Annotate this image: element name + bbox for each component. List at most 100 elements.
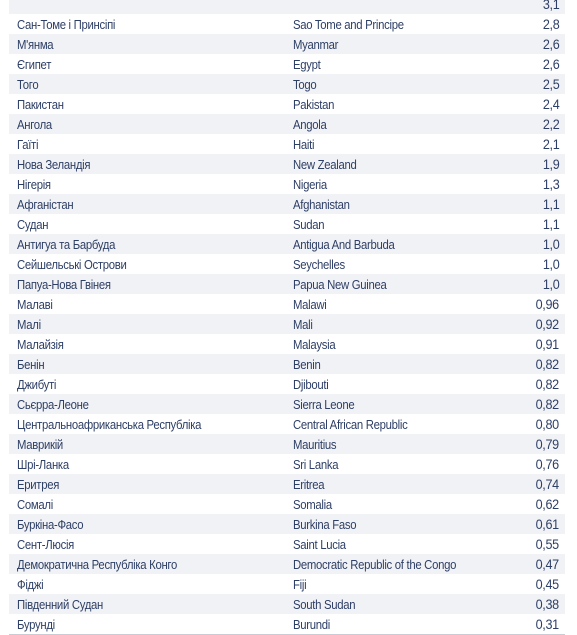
ukrainian-name-cell: Джибуті — [17, 376, 57, 392]
english-name-cell: Nigeria — [293, 176, 327, 192]
ukrainian-name-cell: Південний Судан — [17, 596, 103, 612]
value-cell: 0,45 — [535, 576, 560, 592]
table-row: Сан-Томе і Принсіпі Sao Tome and Principe… — [9, 14, 565, 34]
english-name-cell: Sierra Leone — [293, 396, 355, 412]
value-cell: 1,3 — [542, 176, 559, 192]
english-name-cell: Benin — [293, 356, 321, 372]
ukrainian-name-cell: Малайзія — [17, 336, 64, 352]
english-name-cell: Seychelles — [293, 256, 345, 272]
table-row: Нігерія Nigeria 1,3 — [9, 174, 565, 194]
value-cell: 1,1 — [542, 216, 559, 232]
english-name-cell: Afghanistan — [293, 196, 350, 212]
ukrainian-name-cell: Малі — [17, 316, 41, 332]
ukrainian-name-cell: Буркіна-Фасо — [17, 516, 84, 532]
value-cell: 0,31 — [535, 616, 560, 632]
english-name-cell: Burundi — [293, 616, 330, 632]
ukrainian-name-cell: Антигуа та Барбуда — [17, 236, 116, 252]
ukrainian-name-cell: Демократична Республіка Конго — [17, 556, 178, 572]
english-name-cell: Haiti — [293, 136, 315, 152]
english-name-cell: Mali — [293, 316, 313, 332]
table-row: 3,1 — [9, 0, 565, 14]
value-cell: 0,96 — [535, 296, 560, 312]
english-name-cell: Mauritius — [293, 436, 337, 452]
english-name-cell: Central African Republic — [293, 416, 408, 432]
table-row: Судан Sudan 1,1 — [9, 214, 565, 234]
english-name-cell: Sri Lanka — [293, 456, 339, 472]
value-cell: 0,82 — [535, 396, 560, 412]
english-name-cell: Sao Tome and Principe — [293, 16, 404, 32]
value-cell: 2,2 — [542, 116, 559, 132]
table-row: Бурунді Burundi 0,31 — [9, 614, 565, 634]
ukrainian-name-cell: Сейшельські Острови — [17, 256, 127, 272]
english-name-cell: Democratic Republic of the Congo — [293, 556, 457, 572]
table-row: Бенін Benin 0,82 — [9, 354, 565, 374]
value-cell: 2,1 — [542, 136, 559, 152]
value-cell: 0,80 — [535, 416, 560, 432]
table-row: Джибуті Djibouti 0,82 — [9, 374, 565, 394]
english-name-cell: Angola — [293, 116, 327, 132]
table-row: Шрі-Ланка Sri Lanka 0,76 — [9, 454, 565, 474]
english-name-cell: Malawi — [293, 296, 327, 312]
table-row: Сент-Люсія Saint Lucia 0,55 — [9, 534, 565, 554]
value-cell: 1,1 — [542, 196, 559, 212]
ukrainian-name-cell: Сент-Люсія — [17, 536, 75, 552]
table-row: Афганістан Afghanistan 1,1 — [9, 194, 565, 214]
english-name-cell: South Sudan — [293, 596, 356, 612]
table-row: Малаві Malawi 0,96 — [9, 294, 565, 314]
table-row: Малі Mali 0,92 — [9, 314, 565, 334]
english-name-cell: Fiji — [293, 576, 307, 592]
ukrainian-name-cell: Єгипет — [17, 56, 52, 72]
table-row: Єгипет Egypt 2,6 — [9, 54, 565, 74]
value-cell: 1,0 — [542, 236, 559, 252]
english-name-cell: Egypt — [293, 56, 321, 72]
english-name-cell: Antigua And Barbuda — [293, 236, 395, 252]
table-row: Маврикій Mauritius 0,79 — [9, 434, 565, 454]
english-name-cell: Djibouti — [293, 376, 329, 392]
english-name-cell: Papua New Guinea — [293, 276, 387, 292]
value-cell: 1,0 — [542, 256, 559, 272]
table-row: Сьєрра-Леоне Sierra Leone 0,82 — [9, 394, 565, 414]
english-name-cell: New Zealand — [293, 156, 357, 172]
english-name-cell: Eritrea — [293, 476, 325, 492]
ukrainian-name-cell: Ангола — [17, 116, 52, 132]
value-cell: 2,4 — [542, 96, 559, 112]
value-cell: 0,62 — [535, 496, 560, 512]
ukrainian-name-cell: Сьєрра-Леоне — [17, 396, 89, 412]
ukrainian-name-cell: Еритрея — [17, 476, 60, 492]
ukrainian-name-cell: Малаві — [17, 296, 53, 312]
value-cell: 0,76 — [535, 456, 560, 472]
ukrainian-name-cell: Нігерія — [17, 176, 51, 192]
value-cell: 0,92 — [535, 316, 560, 332]
value-cell: 1,9 — [542, 156, 559, 172]
table-row: Південний Судан South Sudan 0,38 — [9, 594, 565, 614]
ukrainian-name-cell: Папуа-Нова Гвінея — [17, 276, 111, 292]
value-cell: 2,6 — [542, 36, 559, 52]
english-name-cell: Pakistan — [293, 96, 335, 112]
ukrainian-name-cell: Судан — [17, 216, 49, 232]
ukrainian-name-cell: Маврикій — [17, 436, 63, 452]
value-cell: 0,61 — [535, 516, 560, 532]
english-name-cell: Togo — [293, 76, 317, 92]
ukrainian-name-cell: Нова Зеландія — [17, 156, 91, 172]
table-row: Пакистан Pakistan 2,4 — [9, 94, 565, 114]
value-cell: 0,38 — [535, 596, 560, 612]
ukrainian-name-cell: Фіджі — [17, 576, 44, 592]
table-row: Того Togo 2,5 — [9, 74, 565, 94]
english-name-cell: Myanmar — [293, 36, 339, 52]
ukrainian-name-cell: Того — [17, 76, 39, 92]
table-row: Малайзія Malaysia 0,91 — [9, 334, 565, 354]
table-row: Фіджі Fiji 0,45 — [9, 574, 565, 594]
table-row: Демократична Республіка Конго Democratic … — [9, 554, 565, 574]
value-cell: 2,6 — [542, 56, 559, 72]
table-row: М'янма Myanmar 2,6 — [9, 34, 565, 54]
table-row: Сомалі Somalia 0,62 — [9, 494, 565, 514]
value-cell: 3,1 — [542, 0, 559, 12]
value-cell: 0,82 — [535, 376, 560, 392]
table-row: Буркіна-Фасо Burkina Faso 0,61 — [9, 514, 565, 534]
english-name-cell: Saint Lucia — [293, 536, 346, 552]
table-row: Гаїті Haiti 2,1 — [9, 134, 565, 154]
ukrainian-name-cell: Бурунді — [17, 616, 55, 632]
value-cell: 0,82 — [535, 356, 560, 372]
table-row: Антигуа та Барбуда Antigua And Barbuda 1,0 — [9, 234, 565, 254]
ukrainian-name-cell: М'янма — [17, 36, 54, 52]
